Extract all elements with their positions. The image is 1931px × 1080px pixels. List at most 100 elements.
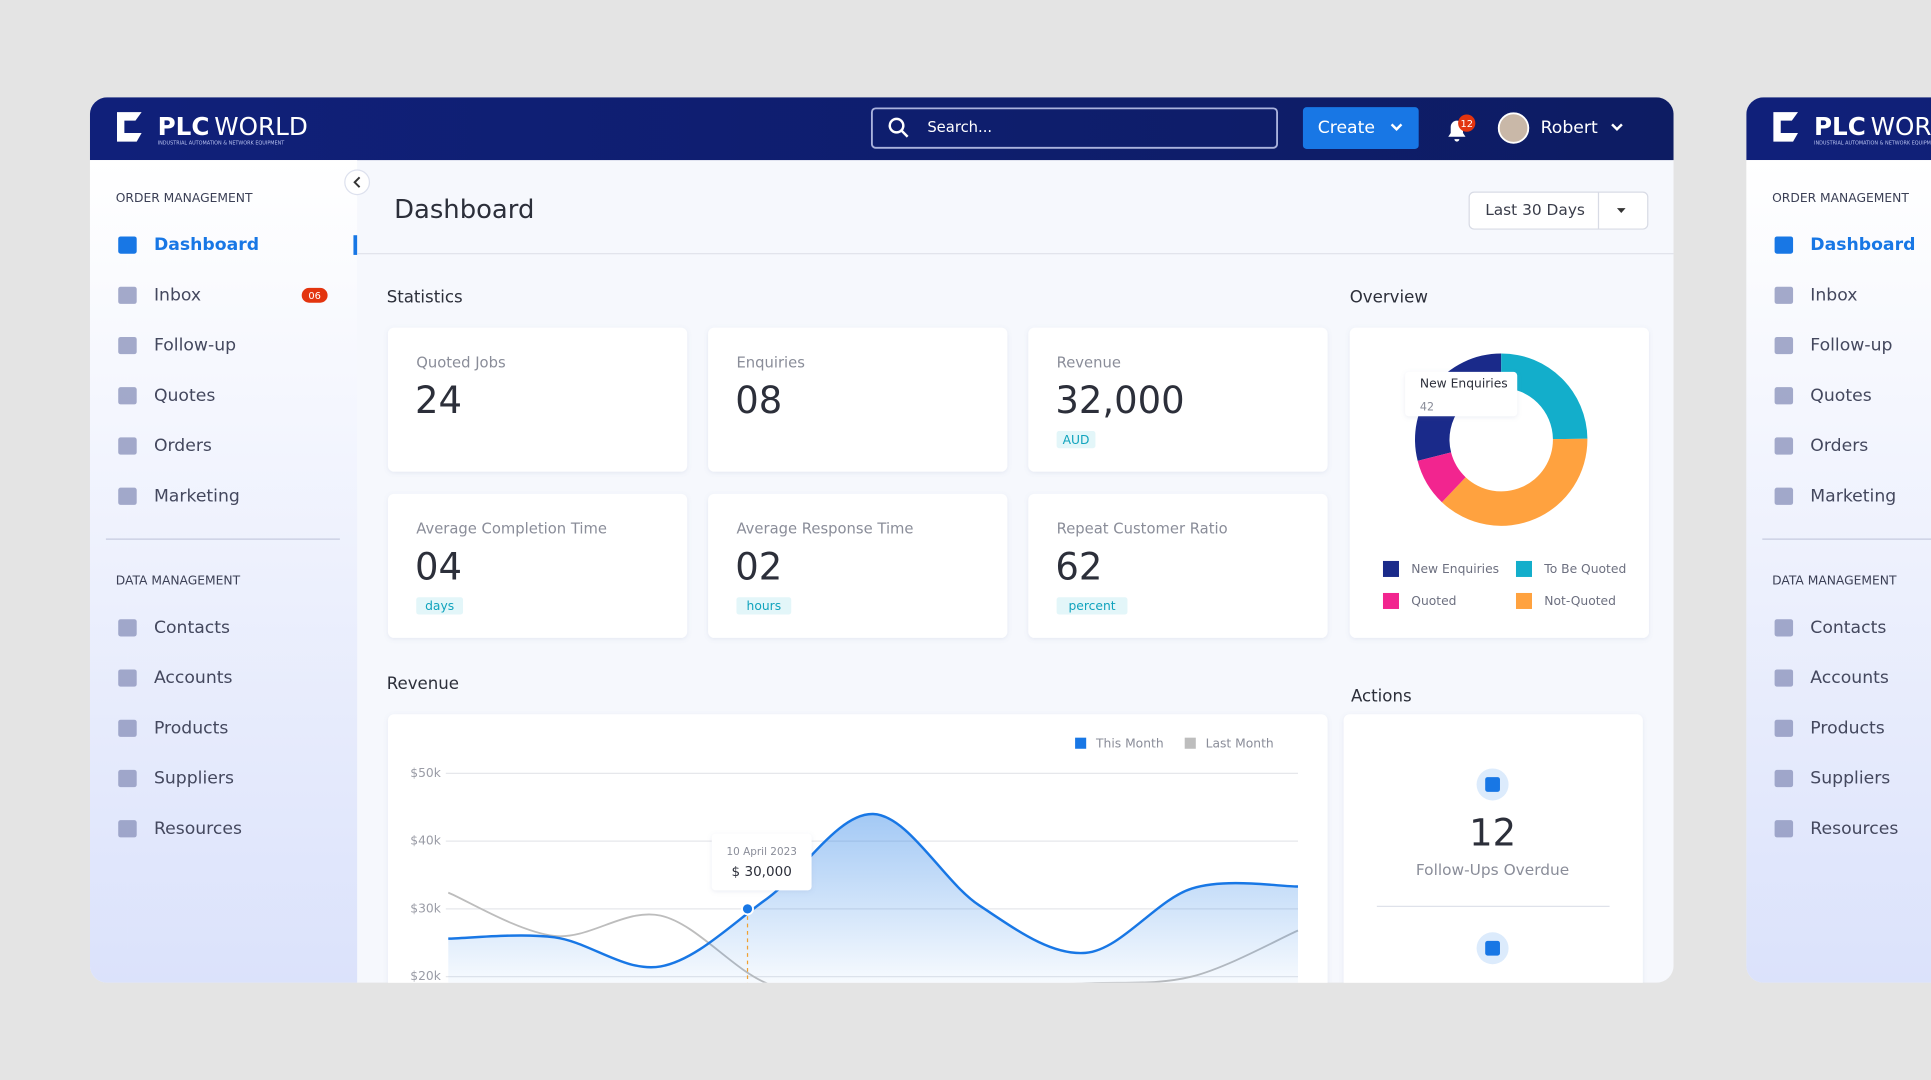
stat-label: Repeat Customer Ratio [1057,521,1228,538]
stat-unit: percent [1068,599,1115,613]
avatar[interactable] [1497,112,1530,144]
revenue-plot: $20k $30k $40k $50k 10 April 2023 $ 30,000 [410,766,1299,983]
nav-label: Suppliers [154,769,234,789]
nav-label: Accounts [1810,668,1889,688]
tooltip-value: 42 [1420,401,1434,414]
user-name: Robert [1541,118,1598,138]
logo-tagline: INDUSTRIAL AUTOMATION & NETWORK EQUIPMEN… [1814,140,1931,146]
nav-icon[interactable] [1774,820,1794,838]
nav-label: Contacts [1810,618,1886,638]
section-title: Actions [1351,687,1412,706]
search-box[interactable] [870,107,1278,149]
nav-icon[interactable] [118,387,137,405]
nav-label: Suppliers [1810,769,1890,789]
logo-mark [116,112,142,142]
nav-icon[interactable] [1774,437,1794,455]
pie-slice [1501,353,1588,440]
stat-card [708,327,1008,472]
y-tick-label: $40k [410,834,441,848]
nav-icon[interactable] [1774,719,1794,737]
nav-icon[interactable] [118,669,137,687]
nav-label: Quotes [1810,386,1871,406]
legend-swatch [1184,737,1196,749]
nav-icon[interactable] [118,619,137,637]
unit-badge [1056,597,1128,615]
stat-label: Average Response Time [736,521,913,538]
stat-value: 24 [415,379,462,422]
nav-label: Dashboard [154,235,259,255]
nav-icon[interactable] [1774,669,1794,687]
section-title: DATA MANAGEMENT [1772,574,1897,588]
nav-icon[interactable] [118,236,137,254]
legend-swatch [1382,592,1399,609]
stat-value: 62 [1055,545,1102,588]
y-tick-label: $30k [410,901,441,915]
actions-card [1343,714,1643,983]
caret [1616,208,1626,214]
unit-badge [1056,431,1096,449]
pie-tooltip [1405,371,1518,417]
area [448,814,1299,983]
nav-label: Marketing [1810,486,1896,506]
nav-icon[interactable] [118,286,137,304]
legend-label: New Enquiries [1411,562,1499,576]
nav-icon[interactable] [1774,387,1794,405]
tooltip-date: 10 April 2023 [726,846,796,858]
notif-count: 12 [1460,119,1473,130]
nav-icon[interactable] [118,769,137,788]
y-tick-label: $20k [410,969,441,983]
legend-label: Quoted [1411,594,1456,608]
logo-text: PLC [158,112,210,141]
nav-label: Products [1810,718,1884,738]
nav-icon[interactable] [1774,619,1794,637]
nav-label: Follow-up [154,336,236,356]
stat-label: Revenue [1057,354,1121,371]
range-label: Last 30 Days [1485,201,1585,219]
logo-text: WORLD [214,112,308,141]
stat-value: 04 [415,545,462,588]
logo-text: WORLD [1871,112,1931,141]
nav-icon[interactable] [118,487,137,505]
section-title: ORDER MANAGEMENT [1772,191,1909,205]
range-select[interactable] [1468,191,1649,230]
logo-tagline: INDUSTRIAL AUTOMATION & NETWORK EQUIPMEN… [158,140,286,146]
legend-label: Last Month [1206,736,1274,750]
nav-icon[interactable] [1774,236,1794,254]
legend-swatch [1075,737,1087,749]
nav-icon[interactable] [118,820,137,838]
legend-swatch [1382,560,1399,577]
notif-badge [1458,114,1476,132]
collapse-button[interactable] [344,169,371,196]
nav-icon[interactable] [118,719,137,737]
line [448,812,1299,969]
nav-label: Products [154,718,228,738]
create-button[interactable] [1302,107,1419,150]
unit-badge [416,597,464,615]
nav-icon[interactable] [1774,336,1794,355]
search-placeholder: Search... [927,119,992,136]
nav-icon[interactable] [118,336,137,355]
tooltip-label: New Enquiries [1420,377,1508,391]
section-title: DATA MANAGEMENT [116,574,241,588]
nav-icon[interactable] [1774,286,1794,304]
stat-card [1028,327,1328,472]
search-icon [888,117,905,134]
nav-badge: 06 [308,291,321,302]
section-title: Statistics [387,288,463,307]
stat-value: 08 [735,379,782,422]
stat-label: Average Completion Time [416,521,607,538]
stat-unit: hours [747,599,782,613]
nav-label: Dashboard [1810,235,1915,255]
tooltip-point [741,902,754,916]
nav-label: Follow-up [1810,336,1892,356]
tooltip-value: $ 30,000 [732,864,792,880]
nav-label: Inbox [154,285,201,305]
nav-icon[interactable] [118,437,137,455]
nav-icon[interactable] [1774,769,1794,788]
stat-unit: AUD [1063,433,1090,447]
nav-icon[interactable] [1774,487,1794,505]
pie-slice [1417,452,1466,503]
